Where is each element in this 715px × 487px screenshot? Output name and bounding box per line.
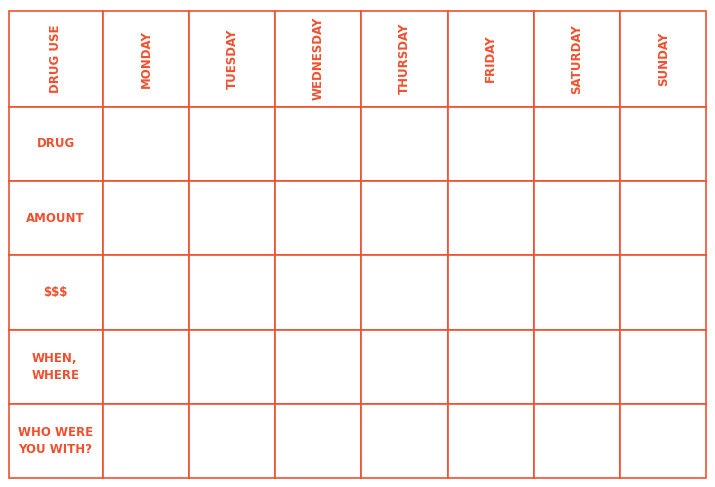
Text: FRIDAY: FRIDAY [484,35,498,82]
Bar [103,404,189,478]
Bar [620,404,706,478]
Bar [620,11,706,107]
Bar [620,181,706,255]
Text: DRUG USE: DRUG USE [49,24,62,93]
Bar [9,404,103,478]
Text: AMOUNT: AMOUNT [26,211,85,225]
Bar [534,11,620,107]
Bar [275,330,362,404]
Bar [103,11,189,107]
Bar [534,404,620,478]
Bar [448,330,534,404]
Text: $$$: $$$ [44,286,68,299]
Bar [189,107,275,181]
Text: TUESDAY: TUESDAY [226,28,239,89]
Bar [275,404,362,478]
Text: DRUG: DRUG [36,137,75,150]
Bar [534,181,620,255]
Bar [103,107,189,181]
Bar [534,107,620,181]
Bar [9,11,103,107]
Bar [448,107,534,181]
Bar [362,107,448,181]
Bar [189,181,275,255]
Bar [362,11,448,107]
Bar [448,181,534,255]
Bar [362,404,448,478]
Bar [620,330,706,404]
Bar [448,255,534,330]
Text: WHO WERE
YOU WITH?: WHO WERE YOU WITH? [18,426,93,456]
Text: THURSDAY: THURSDAY [398,23,411,94]
Text: SATURDAY: SATURDAY [571,24,583,94]
Bar [362,255,448,330]
Bar [275,11,362,107]
Bar [448,404,534,478]
Bar [620,255,706,330]
Bar [362,181,448,255]
Bar [534,255,620,330]
Text: WHEN,
WHERE: WHEN, WHERE [31,352,79,382]
Bar [9,181,103,255]
Bar [620,107,706,181]
Bar [189,11,275,107]
Bar [9,107,103,181]
Bar [103,330,189,404]
Bar [103,181,189,255]
Text: MONDAY: MONDAY [139,30,152,88]
Bar [9,330,103,404]
Bar [189,255,275,330]
Bar [9,255,103,330]
Text: WEDNESDAY: WEDNESDAY [312,17,325,100]
Bar [103,255,189,330]
Bar [189,404,275,478]
Bar [275,255,362,330]
Bar [275,107,362,181]
Bar [534,330,620,404]
Text: SUNDAY: SUNDAY [657,32,670,86]
Bar [275,181,362,255]
Bar [189,330,275,404]
Bar [448,11,534,107]
Bar [362,330,448,404]
